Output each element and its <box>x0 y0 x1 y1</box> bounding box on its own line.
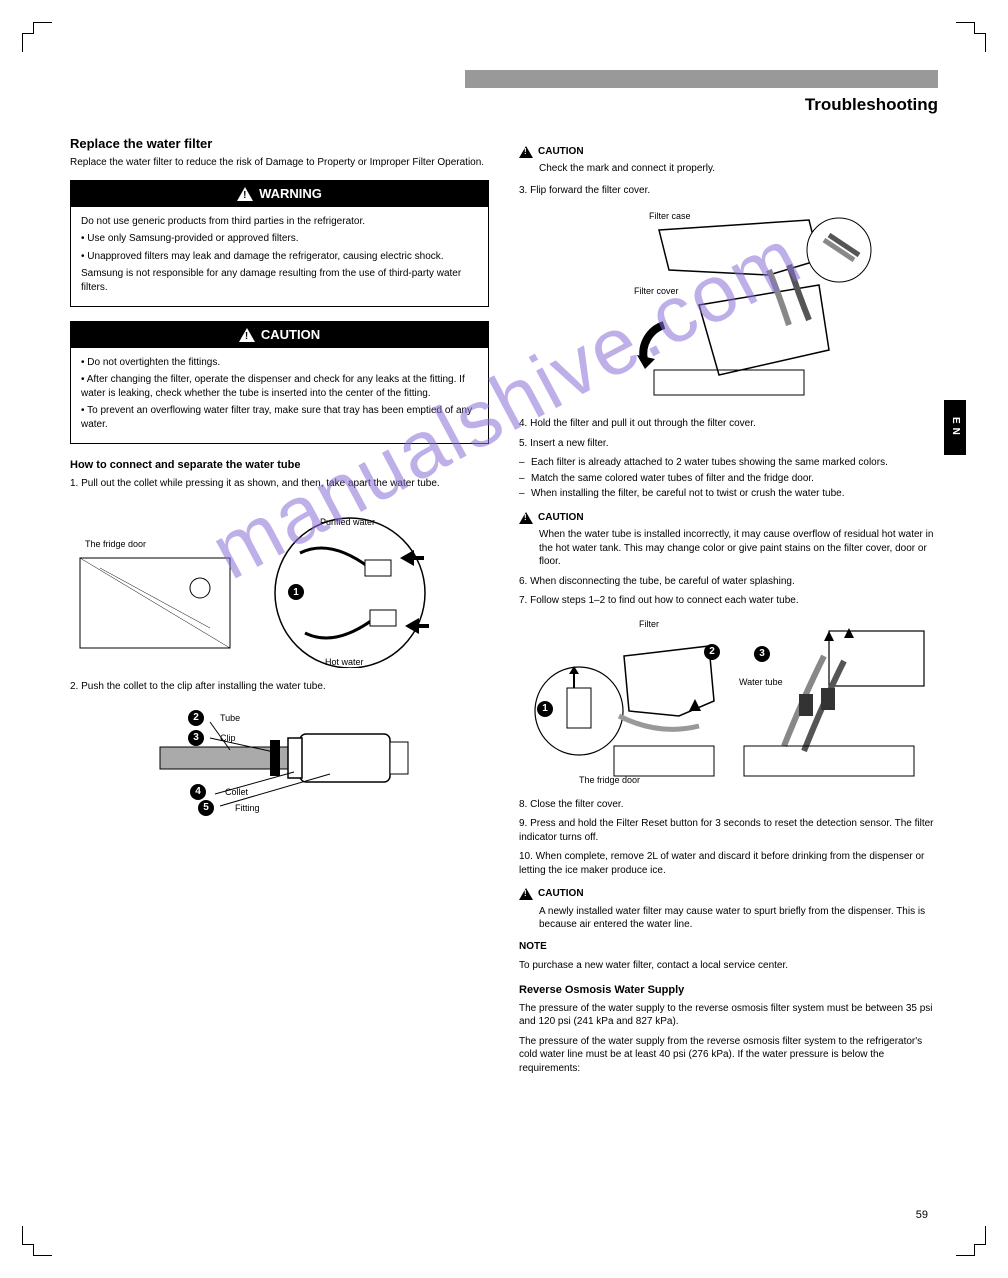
step-text: 5. Insert a new filter. <box>519 437 938 451</box>
caution-header: CAUTION <box>71 322 488 348</box>
fig-label: The fridge door <box>579 774 640 786</box>
fig-label: Hot water <box>325 656 364 668</box>
warning-line: Samsung is not responsible for any damag… <box>81 267 478 294</box>
crop-mark <box>956 1226 986 1256</box>
caution-line: • Do not overtighten the fittings. <box>81 356 478 370</box>
fig-label: Water tube <box>739 676 783 688</box>
content-columns: Replace the water filter Replace the wat… <box>70 135 938 1081</box>
left-column: Replace the water filter Replace the wat… <box>70 135 489 1081</box>
inline-caution: CAUTION <box>519 145 938 159</box>
section-title: Replace the water filter <box>70 135 489 153</box>
sub-item: Each filter is already attached to 2 wat… <box>519 456 938 470</box>
step-text: 4. Hold the filter and pull it out throu… <box>519 417 938 431</box>
caution-word: CAUTION <box>538 146 584 157</box>
figure-collet: 2 3 4 5 Tube Clip Collet Fitting <box>70 702 489 812</box>
fig-label: Filter case <box>649 210 691 222</box>
crop-mark <box>956 22 986 52</box>
callout-2: 2 <box>188 710 204 726</box>
caution-word: CAUTION <box>538 888 584 899</box>
caution-box: CAUTION • Do not overtighten the fitting… <box>70 321 489 444</box>
body-text: The pressure of the water supply to the … <box>519 1002 938 1029</box>
step-text: 6. When disconnecting the tube, be caref… <box>519 575 938 589</box>
figure-filter-install: 1 2 3 Filter Water tube The fridge door <box>519 616 938 786</box>
callout-3: 3 <box>188 730 204 746</box>
warning-box: WARNING Do not use generic products from… <box>70 180 489 307</box>
warning-line: Do not use generic products from third p… <box>81 215 478 229</box>
caution-text: When the water tube is installed incorre… <box>519 528 938 569</box>
caution-icon <box>519 146 533 158</box>
header-bar <box>465 70 938 88</box>
subsection-title: Reverse Osmosis Water Supply <box>519 983 938 998</box>
warning-icon <box>237 187 253 201</box>
caution-label: CAUTION <box>261 326 320 344</box>
fig-label: Clip <box>220 732 236 744</box>
step-text: 1. Pull out the collet while pressing it… <box>70 477 489 491</box>
fig-label: Tube <box>220 712 240 724</box>
intro-text: Replace the water filter to reduce the r… <box>70 156 489 170</box>
inline-caution: CAUTION <box>519 511 938 525</box>
sub-list: Each filter is already attached to 2 wat… <box>519 456 938 501</box>
crop-mark <box>22 1226 52 1256</box>
caution-icon <box>519 888 533 900</box>
callout-1: 1 <box>537 701 553 717</box>
fig-label: Filter <box>639 618 659 630</box>
fig-label: Collet <box>225 786 248 798</box>
note-title: NOTE <box>519 940 938 954</box>
sub-item: Match the same colored water tubes of fi… <box>519 472 938 486</box>
fig-label: Purified water <box>320 516 375 528</box>
right-column: CAUTION Check the mark and connect it pr… <box>519 135 938 1081</box>
step-text: 3. Flip forward the filter cover. <box>519 184 938 198</box>
step-text: 2. Push the collet to the clip after ins… <box>70 680 489 694</box>
step-text: 9. Press and hold the Filter Reset butto… <box>519 817 938 844</box>
warning-label: WARNING <box>259 185 322 203</box>
warning-icon <box>239 328 255 342</box>
fig-label: The fridge door <box>85 538 146 550</box>
warning-line: • Use only Samsung-provided or approved … <box>81 232 478 246</box>
caution-line: • After changing the filter, operate the… <box>81 373 478 400</box>
subsection-title: How to connect and separate the water tu… <box>70 458 489 473</box>
warning-line: • Unapproved filters may leak and damage… <box>81 250 478 264</box>
caution-icon <box>519 512 533 524</box>
caution-text: A newly installed water filter may cause… <box>519 905 938 932</box>
figure-filter-cover: Filter case Filter cover <box>519 205 938 405</box>
callout-4: 4 <box>190 784 206 800</box>
callout-3: 3 <box>754 646 770 662</box>
figure-tube-separate: The fridge door Purified water Hot water… <box>70 498 489 668</box>
caution-line: • To prevent an overflowing water filter… <box>81 404 478 431</box>
language-tab: EN <box>944 400 966 455</box>
warning-header: WARNING <box>71 181 488 207</box>
callout-5: 5 <box>198 800 214 816</box>
inline-caution: CAUTION <box>519 887 938 901</box>
step-text: 7. Follow steps 1–2 to find out how to c… <box>519 594 938 608</box>
note-text: To purchase a new water filter, contact … <box>519 959 938 973</box>
page-title: Troubleshooting <box>70 94 938 117</box>
caution-text: Check the mark and connect it properly. <box>519 162 938 176</box>
callout-2: 2 <box>704 644 720 660</box>
page-number: 59 <box>916 1208 928 1223</box>
fig-label: Fitting <box>235 802 260 814</box>
fig-label: Filter cover <box>634 285 679 297</box>
sub-item: When installing the filter, be careful n… <box>519 487 938 501</box>
caution-word: CAUTION <box>538 512 584 523</box>
step-text: 8. Close the filter cover. <box>519 798 938 812</box>
body-text: The pressure of the water supply from th… <box>519 1035 938 1076</box>
crop-mark <box>22 22 52 52</box>
step-text: 10. When complete, remove 2L of water an… <box>519 850 938 877</box>
